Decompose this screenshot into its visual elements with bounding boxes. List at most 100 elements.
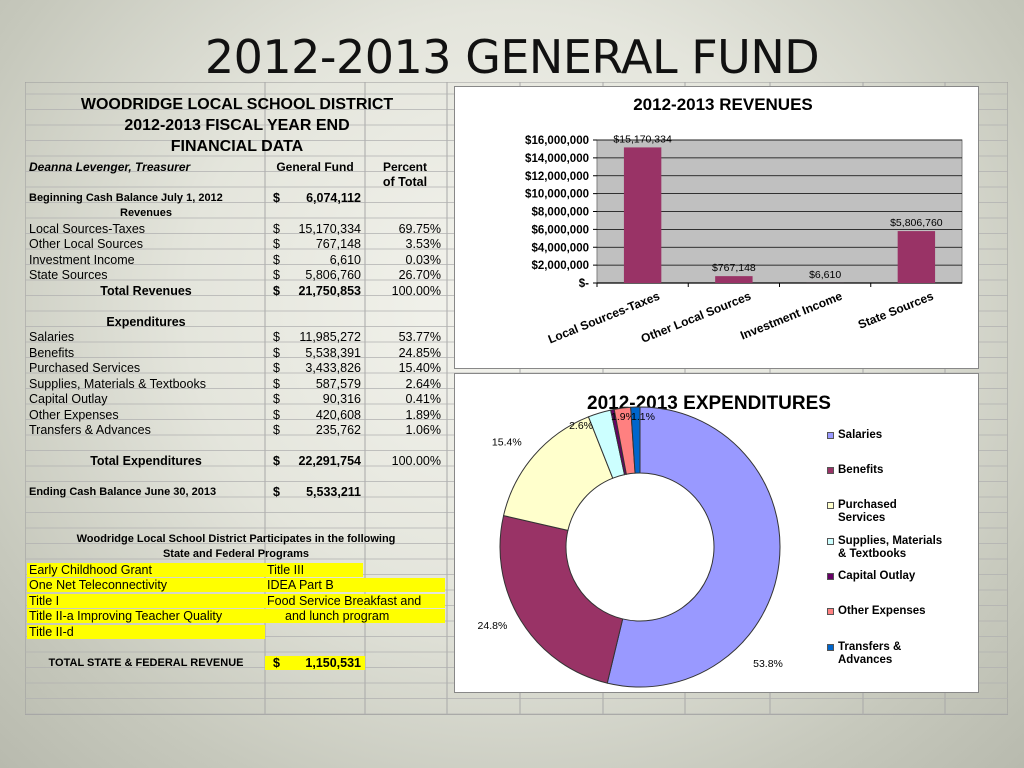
slice-data-label: 15.4% <box>492 436 522 448</box>
total-state-federal-row: TOTAL STATE & FEDERAL REVENUE $1,150,531 <box>27 655 447 671</box>
expenditures-doughnut-chart: 2012-2013 EXPENDITURES53.8%24.8%15.4%2.6… <box>478 393 831 688</box>
program-right: Food Service Breakfast and <box>265 593 445 608</box>
revenue-value: 6,610 <box>329 252 361 267</box>
financial-sheet: WOODRIDGE LOCAL SCHOOL DISTRICT 2012-201… <box>27 94 447 671</box>
legend-swatch <box>827 538 834 545</box>
col-percent-2: of Total <box>382 175 428 190</box>
revenues-heading: Revenues <box>120 207 172 220</box>
dollar-sign: $ <box>273 345 280 360</box>
legend-label-line: Services <box>838 512 886 524</box>
doughnut-slice <box>606 406 781 688</box>
program-right: and lunch program <box>265 609 445 624</box>
program-row: Early Childhood Grant Title III <box>27 562 447 578</box>
expenditure-value: 90,316 <box>322 392 361 407</box>
beginning-balance-row: Beginning Cash Balance July 1, 2012 $6,0… <box>27 190 447 206</box>
programs-heading-2: State and Federal Programs <box>162 548 310 561</box>
dollar-sign: $ <box>273 407 280 422</box>
legend-swatch <box>827 502 834 509</box>
legend-swatch <box>827 644 834 651</box>
dollar-sign: $ <box>273 268 280 283</box>
total-expenditures-row: Total Expenditures $22,291,754 100.00% <box>27 454 447 470</box>
revenue-row: Investment Income $6,610 0.03% <box>27 252 447 268</box>
revenue-pct: 26.70% <box>398 268 441 283</box>
treasurer-name: Deanna Levenger, Treasurer <box>29 159 191 174</box>
legend-label-line: Transfers & <box>838 641 902 653</box>
ending-balance-row: Ending Cash Balance June 30, 2013 $5,533… <box>27 485 447 501</box>
legend-item: Transfers & Advances <box>838 641 901 667</box>
expenditure-row: Other Expenses $420,608 1.89% <box>27 407 447 423</box>
legend-label-line: Supplies, Materials <box>838 535 943 547</box>
legend-item: Salaries <box>838 429 882 442</box>
col-general-fund: General Fund <box>276 159 354 174</box>
revenues-bar-chart: 2012-2013 REVENUES $- $2,000,000 $4,000,000… <box>525 95 963 346</box>
programs-heading-1: Woodridge Local School District Particip… <box>76 532 396 545</box>
bar <box>623 147 662 283</box>
expenditure-label: Salaries <box>29 330 75 345</box>
expenditure-pct: 0.41% <box>405 392 441 407</box>
total-expenditures-pct: 100.00% <box>391 454 441 469</box>
expenditure-pct: 2.64% <box>405 376 441 391</box>
slice-data-label: 53.8% <box>753 658 783 670</box>
dollar-sign: $ <box>273 655 280 670</box>
revenue-label: State Sources <box>29 268 108 283</box>
expenditures-heading: Expenditures <box>106 314 186 329</box>
expenditure-value: 3,433,826 <box>305 361 361 376</box>
expenditure-pct: 53.77% <box>398 330 441 345</box>
expenditure-pct: 24.85% <box>398 345 441 360</box>
expenditure-value: 11,985,272 <box>299 330 361 345</box>
slice-data-label: 2.6% <box>569 420 593 432</box>
x-tick-label: State Sources <box>856 289 936 332</box>
sheet-title: WOODRIDGE LOCAL SCHOOL DISTRICT 2012-201… <box>27 94 447 157</box>
legend-swatch <box>827 608 834 615</box>
dollar-sign: $ <box>273 361 280 376</box>
legend-label-line: Benefits <box>838 464 884 476</box>
revenue-value: 5,806,760 <box>305 268 361 283</box>
expenditures-heading-row: Expenditures <box>27 314 447 330</box>
programs-heading-row-1: Woodridge Local School District Particip… <box>27 531 447 547</box>
y-tick-label: $8,000,000 <box>531 207 589 219</box>
y-tick-label: $10,000,000 <box>525 189 589 201</box>
bar <box>897 231 936 283</box>
dollar-sign: $ <box>273 376 280 391</box>
legend-swatch <box>827 573 834 580</box>
expenditure-row: Supplies, Materials & Textbooks $587,579 2… <box>27 376 447 392</box>
expenditure-row: Purchased Services $3,433,826 15.40% <box>27 361 447 377</box>
chart-title: 2012-2013 REVENUES <box>633 95 813 114</box>
y-tick-label: $4,000,000 <box>531 242 589 254</box>
expenditure-row: Capital Outlay $90,316 0.41% <box>27 392 447 408</box>
legend-label-line: Other Expenses <box>838 605 926 617</box>
bar-data-label: $5,806,760 <box>890 217 943 229</box>
slice-data-label: 24.8% <box>478 620 508 632</box>
sheet-title-line-3: FINANCIAL DATA <box>170 138 304 155</box>
bar-data-label: $15,170,334 <box>613 133 672 145</box>
dollar-sign: $ <box>273 485 280 500</box>
total-revenues-row: Total Revenues $21,750,853 100.00% <box>27 283 447 299</box>
expenditure-row: Salaries $11,985,272 53.77% <box>27 330 447 346</box>
x-tick-label: Investment Income <box>738 289 844 343</box>
dollar-sign: $ <box>273 454 280 469</box>
legend-label-line: Advances <box>838 654 893 666</box>
expenditure-row: Transfers & Advances $235,762 1.06% <box>27 423 447 439</box>
column-header-row: Deanna Levenger, Treasurer General Fund … <box>27 159 447 175</box>
bar <box>715 276 753 283</box>
revenue-value: 15,170,334 <box>298 221 361 236</box>
revenues-chart: 2012-2013 REVENUES $- $2,000,000 $4,000,000… <box>454 86 979 369</box>
revenue-label: Local Sources-Taxes <box>29 221 146 236</box>
ending-value: 5,533,211 <box>306 485 361 500</box>
expenditure-label: Benefits <box>29 345 75 360</box>
program-row: Title II-a Improving Teacher Quality and … <box>27 609 447 625</box>
expenditure-value: 5,538,391 <box>305 345 361 360</box>
program-left: Title II-d <box>27 624 265 639</box>
total-sf-label: TOTAL STATE & FEDERAL REVENUE <box>48 656 244 669</box>
legend-label-line: Purchased <box>838 499 897 511</box>
total-expenditures-label: Total Expenditures <box>90 454 202 469</box>
slice-data-label: 1.1% <box>631 411 655 423</box>
program-row: Title I Food Service Breakfast and <box>27 593 447 609</box>
revenue-row: Other Local Sources $767,148 3.53% <box>27 237 447 253</box>
expenditure-label: Other Expenses <box>29 407 119 422</box>
ending-label: Ending Cash Balance June 30, 2013 <box>29 486 217 499</box>
program-right: IDEA Part B <box>265 578 445 593</box>
y-tick-label: $6,000,000 <box>531 224 589 236</box>
expenditures-chart: 2012-2013 EXPENDITURES 53.8% 24.8% 15.4% 2.6… <box>454 373 979 693</box>
bar-data-label: $6,610 <box>809 269 841 281</box>
